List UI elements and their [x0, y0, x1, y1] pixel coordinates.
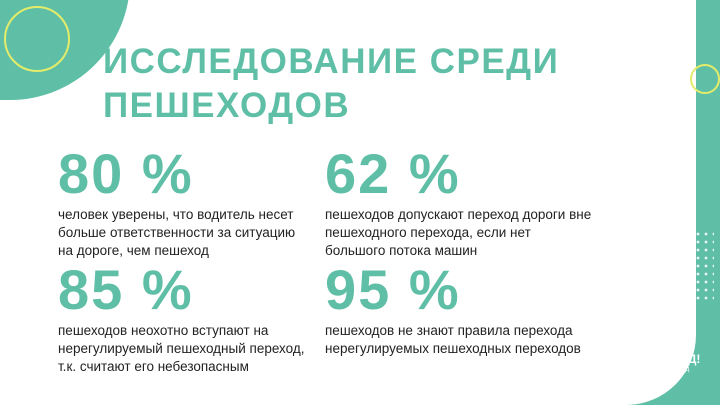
stat-value: 85 % — [58, 258, 194, 321]
stat-4: 95 % пешеходов не знают правила перехода… — [325, 262, 605, 358]
logo-subtitle: пешеход — [658, 366, 690, 373]
stat-value: 95 % — [325, 258, 461, 321]
stat-text: человек уверены, что водитель несет боль… — [58, 207, 296, 258]
stat-text: пешеходов не знают правила перехода нере… — [325, 323, 581, 356]
stat-3: 85 % пешеходов неохотно вступают на нере… — [58, 262, 338, 376]
stat-value: 62 % — [325, 142, 461, 205]
dot-pattern — [654, 230, 714, 300]
stat-value: 80 % — [58, 142, 194, 205]
logo: ТВОЙ ХОД! пешеход — [606, 341, 708, 389]
stat-text: пешеходов допускают переход дороги вне п… — [325, 207, 592, 258]
stat-1: 80 % человек уверены, что водитель несет… — [58, 146, 338, 260]
page-title: ИССЛЕДОВАНИЕ СРЕДИ ПЕШЕХОДОВ — [103, 40, 623, 128]
content-card: ИССЛЕДОВАНИЕ СРЕДИ ПЕШЕХОДОВ 80 % челове… — [0, 0, 696, 405]
stat-2: 62 % пешеходов допускают переход дороги … — [325, 146, 605, 260]
ring-decoration — [4, 6, 70, 72]
stat-text: пешеходов неохотно вступают на нерегулир… — [58, 323, 305, 374]
logo-name: ТВОЙ ХОД! — [634, 352, 701, 366]
pedestrian-icon — [606, 346, 630, 382]
title-line-2: ПЕШЕХОДОВ — [103, 86, 351, 125]
ring-decoration — [690, 64, 720, 94]
title-line-1: ИССЛЕДОВАНИЕ СРЕДИ — [103, 42, 560, 81]
